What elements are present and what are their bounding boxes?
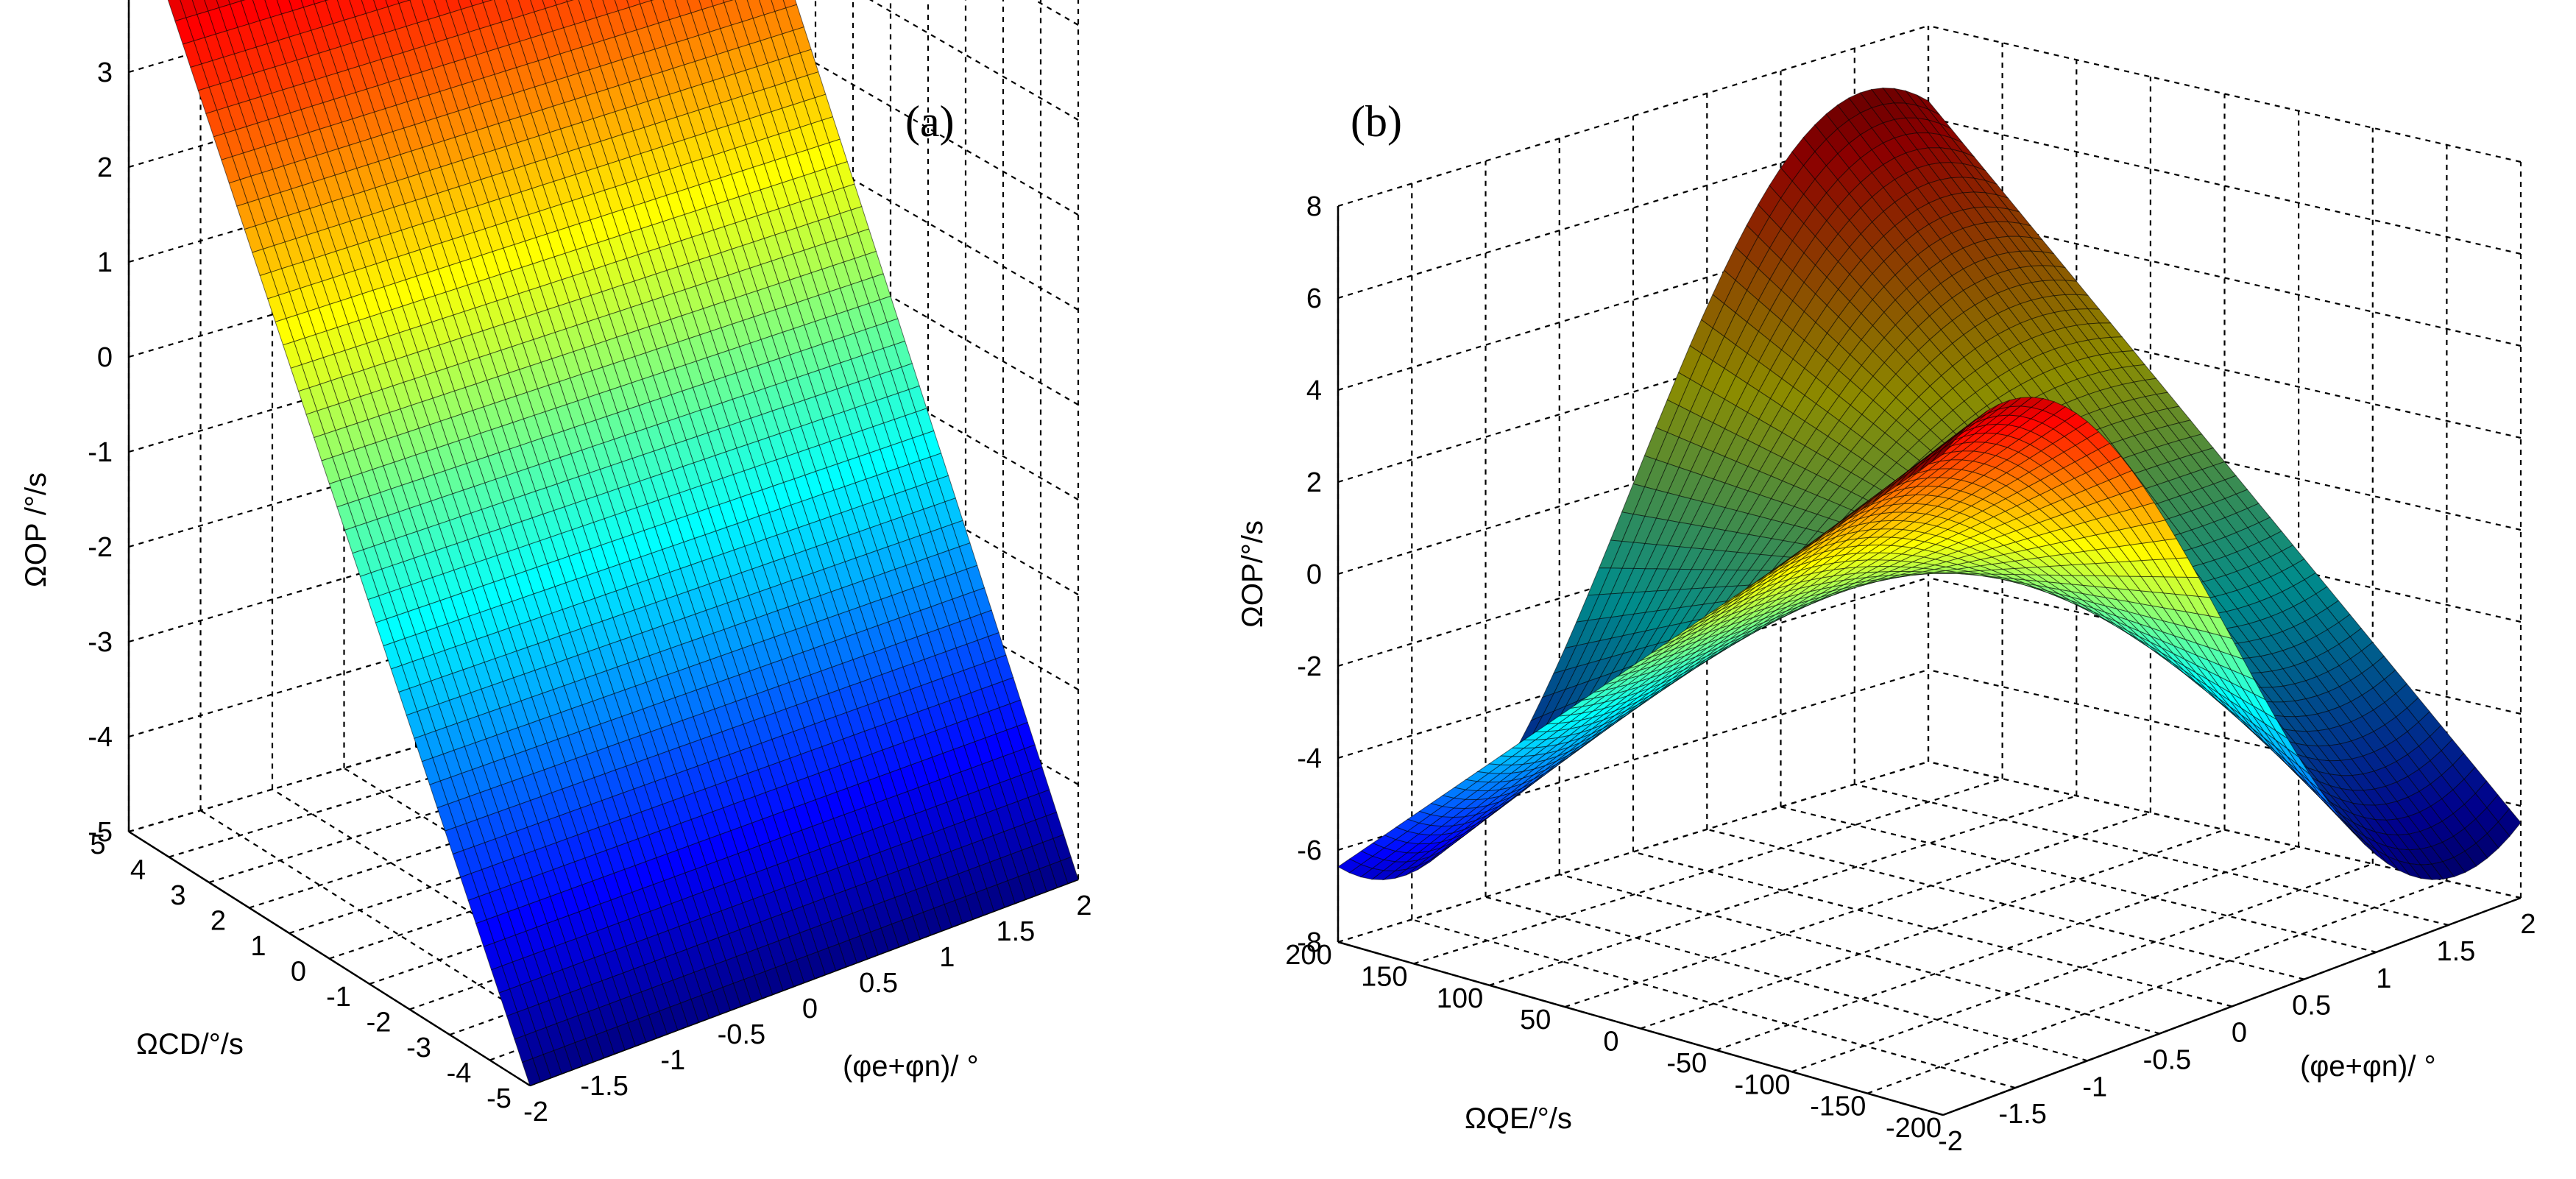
grid-line (1928, 116, 2522, 255)
z-tick-label: -1 (88, 437, 113, 468)
y-tick-label: -2 (367, 1008, 392, 1038)
z-tick-label: -2 (88, 532, 113, 563)
x-tick-label: -1 (660, 1045, 685, 1076)
x-tick-label: 0 (802, 994, 818, 1024)
x-tick-label: 1 (939, 942, 955, 973)
y-tick-label: 5 (90, 829, 105, 860)
panel-a-zlabel: ΩOP /°/s (20, 472, 52, 587)
y-tick-label: 2 (210, 906, 226, 937)
grid-line (1485, 896, 2088, 1062)
z-tick-label: 3 (97, 57, 113, 88)
grid-line (869, 0, 1079, 121)
y-tick-label: -4 (447, 1058, 472, 1089)
grid-line (1632, 851, 2232, 1008)
z-tick-label: 0 (97, 342, 113, 373)
z-tick-label: -3 (88, 627, 113, 658)
z-tick-label: -4 (88, 722, 113, 753)
grid-line (1928, 24, 2522, 163)
y-tick-label: -3 (406, 1033, 431, 1063)
x-tick-label: -1.5 (580, 1071, 628, 1102)
y-tick-label: -5 (486, 1083, 512, 1114)
grid-line (1716, 846, 2299, 1051)
panel-a-ylabel: ΩCD/°/s (136, 1028, 244, 1061)
grid-line (1928, 760, 2522, 899)
x-tick-label: -0.5 (718, 1019, 765, 1050)
panel-a-plot: -5-4-3-2-1012345-5-4-3-2-1012345-2-1.5-1… (20, 0, 1092, 1127)
grid-line (1564, 812, 2151, 1008)
panel-a-xlabel: (φe+φn)/ ° (843, 1050, 979, 1083)
x-tick-label: 0.5 (859, 968, 898, 999)
y-tick-label: 1 (250, 931, 266, 962)
z-tick-label: -5 (88, 817, 113, 848)
grid-line (1854, 783, 2449, 926)
z-tick-label: 1 (97, 247, 113, 278)
grid-line (1780, 806, 2377, 953)
x-tick-label: 2 (1076, 891, 1091, 921)
y-tick-label: 0 (291, 957, 306, 988)
panel-b-plot: -8-6-4-202468-200-150-100-50050100150200… (1236, 24, 2536, 1157)
grid-line (1928, 668, 2522, 807)
y-axis-line (128, 830, 531, 1087)
z-tick-label: 2 (97, 152, 113, 183)
y-axis-line (1337, 941, 1944, 1116)
y-tick-label: -1 (326, 982, 351, 1013)
y-tick-label: 4 (130, 855, 146, 886)
y-tick-label: 3 (170, 880, 185, 911)
panel-a-label: (a) (905, 97, 955, 146)
surface-patch (521, 1058, 541, 1086)
x-tick-label: 1.5 (996, 916, 1035, 947)
x-tick-label: -2 (523, 1097, 548, 1127)
x-axis-line (1942, 896, 2522, 1116)
